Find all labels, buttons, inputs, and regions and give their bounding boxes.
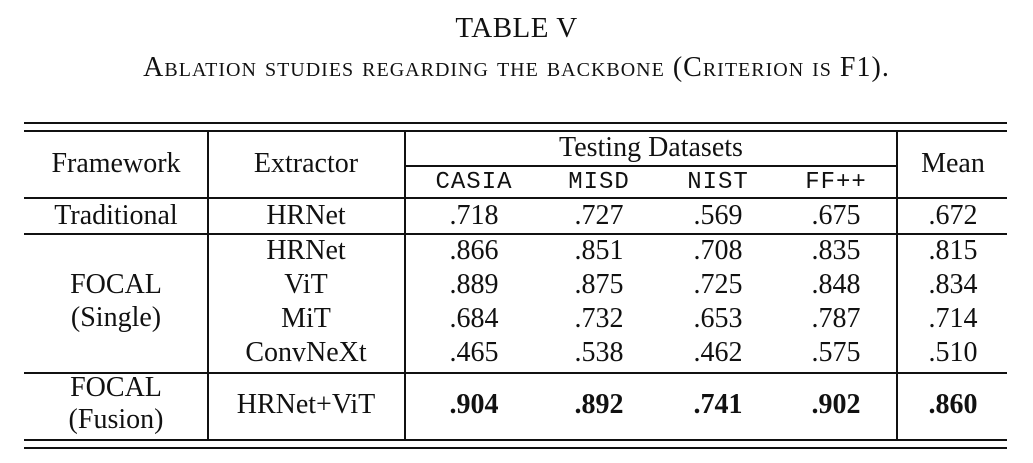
row-extractor: HRNet+ViT <box>236 389 376 420</box>
header-extractor: Extractor <box>253 148 359 179</box>
fusion-divider <box>24 372 1007 374</box>
row-framework-focal-single: FOCAL <box>70 269 162 300</box>
row-mean: .510 <box>928 337 978 368</box>
row-extractor: ViT <box>284 269 328 300</box>
table-caption-title: TABLE V <box>455 12 578 44</box>
top-rule <box>24 122 1007 124</box>
row-value: .787 <box>811 303 861 334</box>
row-mean: .834 <box>928 269 978 300</box>
row-value: .892 <box>574 389 624 420</box>
row-mean: .860 <box>928 389 978 420</box>
row-extractor: HRNet <box>266 200 346 231</box>
header-mean: Mean <box>921 148 985 179</box>
row-value: .727 <box>574 200 624 231</box>
row-value: .684 <box>449 303 499 334</box>
datasets-underline <box>405 165 897 167</box>
row-value: .741 <box>693 389 743 420</box>
row-extractor: HRNet <box>266 235 346 266</box>
row-value: .889 <box>449 269 499 300</box>
row-extractor: MiT <box>281 303 331 334</box>
row-value: .569 <box>693 200 743 231</box>
row-value: .465 <box>449 337 499 368</box>
row-extractor: ConvNeXt <box>245 337 367 368</box>
row-value: .875 <box>574 269 624 300</box>
vline-2 <box>404 131 406 440</box>
row-framework-focal-fusion: FOCAL <box>70 372 162 403</box>
header-dataset-nist: NIST <box>687 169 749 196</box>
row-value: .725 <box>693 269 743 300</box>
row-framework-focal-fusion-sub: (Fusion) <box>68 404 164 435</box>
top-rule-2 <box>24 130 1007 132</box>
row-value: .462 <box>693 337 743 368</box>
row-value: .653 <box>693 303 743 334</box>
row-value: .835 <box>811 235 861 266</box>
bottom-rule-2 <box>24 447 1007 449</box>
header-framework: Framework <box>51 148 181 179</box>
row-value: .575 <box>811 337 861 368</box>
table-caption-subtitle: Ablation studies regarding the backbone … <box>143 52 890 83</box>
row-value: .848 <box>811 269 861 300</box>
vline-1 <box>207 131 209 440</box>
row-value: .708 <box>693 235 743 266</box>
row-value: .902 <box>811 389 861 420</box>
row-value: .538 <box>574 337 624 368</box>
row-value: .866 <box>449 235 499 266</box>
row-mean: .672 <box>928 200 978 231</box>
row-value: .718 <box>449 200 499 231</box>
row-value: .851 <box>574 235 624 266</box>
vline-3 <box>896 131 898 440</box>
row-framework-traditional: Traditional <box>54 200 178 231</box>
header-testing-datasets: Testing Datasets <box>559 132 743 163</box>
row-value: .732 <box>574 303 624 334</box>
header-divider <box>24 197 1007 199</box>
header-dataset-ffpp: FF++ <box>805 169 867 196</box>
header-dataset-casia: CASIA <box>435 169 513 196</box>
header-dataset-misd: MISD <box>568 169 630 196</box>
row-mean: .815 <box>928 235 978 266</box>
row-mean: .714 <box>928 303 978 334</box>
row-value: .904 <box>449 389 499 420</box>
traditional-divider <box>24 233 1007 235</box>
row-framework-focal-single-sub: (Single) <box>70 302 162 333</box>
row-value: .675 <box>811 200 861 231</box>
bottom-rule <box>24 439 1007 441</box>
